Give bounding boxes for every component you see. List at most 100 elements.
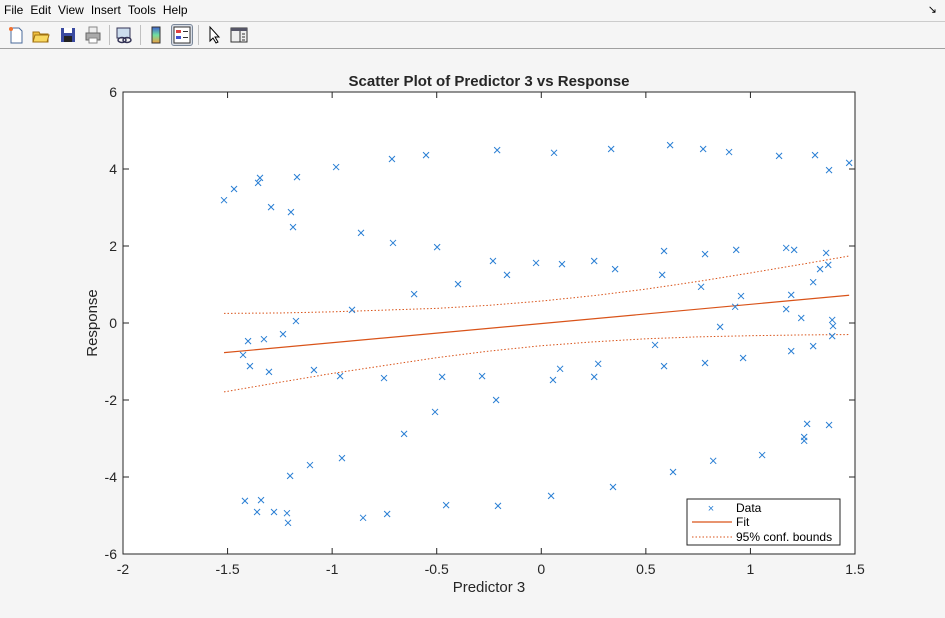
fit-line [223, 294, 850, 354]
data-point [651, 341, 659, 349]
data-point [336, 372, 344, 380]
property-inspector-icon[interactable] [229, 25, 249, 45]
new-figure-icon[interactable] [6, 25, 26, 45]
y-tick-label: -6 [105, 546, 118, 562]
data-point [532, 259, 540, 267]
data-point [809, 342, 817, 350]
data-point [433, 243, 441, 251]
data-point [731, 303, 739, 311]
data-point [758, 451, 766, 459]
data-point [828, 316, 836, 324]
data-point [737, 292, 745, 300]
data-point [797, 314, 805, 322]
menu-tools[interactable]: Tools [127, 3, 156, 17]
data-point [782, 244, 790, 252]
data-point [829, 322, 837, 330]
x-tick-label: 0 [537, 561, 545, 577]
data-point [284, 519, 292, 527]
legend-data-marker: × [708, 503, 714, 515]
data-point [701, 250, 709, 258]
data-point [775, 152, 783, 160]
data-point [454, 280, 462, 288]
menu-view[interactable]: View [58, 3, 84, 17]
data-point [669, 468, 677, 476]
menu-insert[interactable]: Insert [90, 3, 121, 17]
data-point [825, 421, 833, 429]
data-point [660, 247, 668, 255]
x-tick-label: -1 [326, 561, 339, 577]
data-point [241, 497, 249, 505]
data-point [697, 283, 705, 291]
data-point [422, 151, 430, 159]
data-point [824, 261, 832, 269]
data-point [666, 141, 674, 149]
x-axis-label: Predictor 3 [453, 579, 526, 596]
data-point [400, 430, 408, 438]
data-point [489, 257, 497, 265]
data-point [492, 396, 500, 404]
save-icon[interactable] [58, 25, 78, 45]
data-point [590, 373, 598, 381]
data-point [293, 173, 301, 181]
data-point [822, 249, 830, 257]
x-tick-label: 1 [747, 561, 755, 577]
data-point [338, 454, 346, 462]
data-point [803, 420, 811, 428]
data-point [725, 148, 733, 156]
data-point [503, 271, 511, 279]
data-point [590, 257, 598, 265]
insert-legend-icon[interactable] [171, 24, 193, 46]
edit-plot-arrow-icon[interactable] [204, 25, 224, 45]
data-point [410, 290, 418, 298]
data-point [494, 502, 502, 510]
data-point [547, 492, 555, 500]
data-point [442, 501, 450, 509]
data-point [438, 373, 446, 381]
link-data-icon[interactable] [114, 25, 134, 45]
data-point [816, 265, 824, 273]
data-point [244, 337, 252, 345]
y-tick-label: 6 [109, 84, 117, 100]
insert-colorbar-icon[interactable] [146, 25, 166, 45]
x-tick-label: -1.5 [216, 561, 240, 577]
data-point [790, 246, 798, 254]
data-point [709, 457, 717, 465]
menu-help[interactable]: Help [162, 3, 188, 17]
data-point [825, 166, 833, 174]
data-point [558, 260, 566, 268]
open-file-icon[interactable] [31, 25, 51, 45]
legend-data-label: Data [736, 501, 762, 515]
data-point [828, 332, 836, 340]
menu-file[interactable]: File [4, 3, 24, 17]
data-point [699, 145, 707, 153]
data-point [701, 359, 709, 367]
data-point [845, 159, 853, 167]
data-point [257, 496, 265, 504]
data-point [292, 317, 300, 325]
data-point [283, 509, 291, 517]
data-point [809, 278, 817, 286]
data-point [660, 362, 668, 370]
dock-icon[interactable]: ↘ [927, 4, 937, 16]
data-point [493, 146, 501, 154]
print-icon[interactable] [83, 25, 103, 45]
data-point [246, 362, 254, 370]
data-point [279, 330, 287, 338]
legend[interactable]: × Data Fit 95% conf. bounds [686, 498, 841, 546]
menu-edit[interactable]: Edit [30, 3, 52, 17]
data-point [380, 374, 388, 382]
x-tick-label: 0.5 [636, 561, 656, 577]
data-point [732, 246, 740, 254]
data-point [607, 145, 615, 153]
data-point [310, 366, 318, 374]
y-tick-label: -4 [105, 469, 118, 485]
data-point [286, 472, 294, 480]
toolbar [0, 22, 945, 49]
y-tick-label: 2 [109, 238, 117, 254]
y-tick-label: 0 [109, 315, 117, 331]
data-point [270, 508, 278, 516]
data-point [348, 306, 356, 314]
data-point [594, 360, 602, 368]
data-point [357, 229, 365, 237]
data-point [389, 239, 397, 247]
